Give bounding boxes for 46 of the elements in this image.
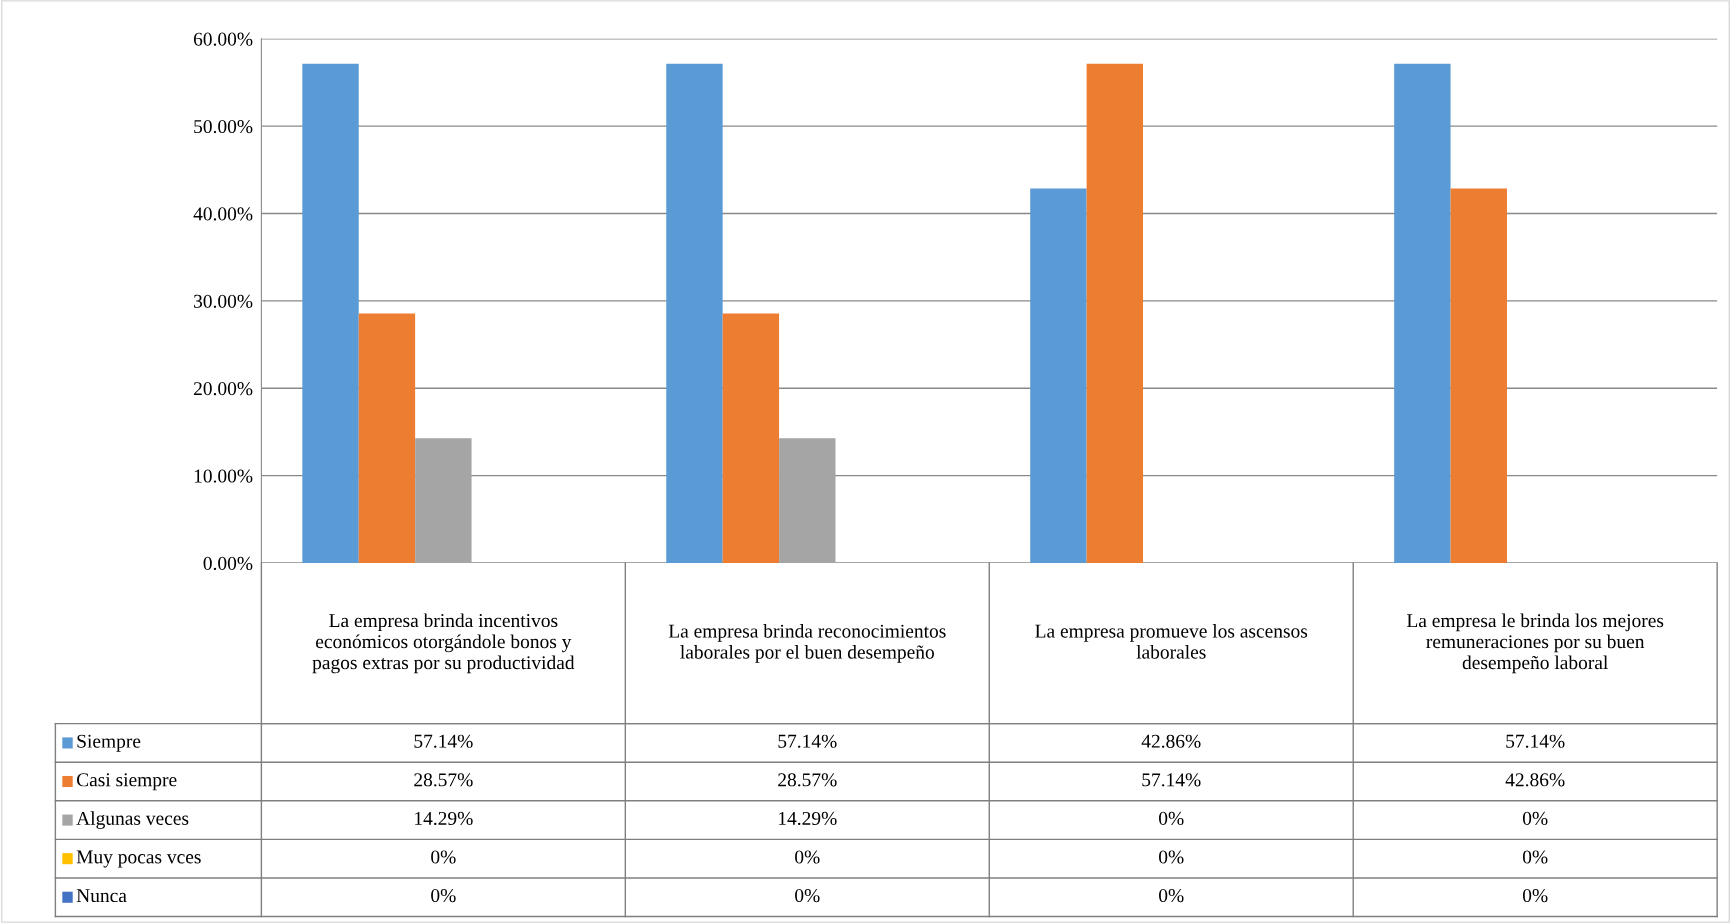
- bar: [1086, 63, 1144, 564]
- x-tick-label: La empresa promueve los ascensos laborales: [1035, 624, 1308, 659]
- legend-label: Algunas veces: [76, 811, 189, 829]
- data-label: 57.14%: [1506, 734, 1565, 748]
- data-label: 0%: [1159, 811, 1184, 826]
- data-label: 42.86%: [1505, 773, 1565, 787]
- bar: [1394, 63, 1451, 564]
- data-label: 14.29%: [415, 811, 473, 826]
- legend-label: Nunca: [76, 889, 127, 903]
- data-label: 0%: [795, 850, 820, 864]
- y-tick-label: 60.00%: [193, 32, 253, 46]
- bar: [666, 63, 723, 564]
- bar: [1030, 188, 1087, 564]
- y-tick-label: 30.00%: [194, 294, 253, 308]
- x-tick-label: La empresa brinda reconocimientos laborales por el buen desempeño: [668, 624, 946, 663]
- data-label: 42.86%: [1141, 734, 1201, 748]
- y-tick-label: 0.00%: [203, 556, 253, 571]
- y-tick-label: 20.00%: [193, 382, 253, 396]
- bar: [779, 438, 836, 564]
- y-tick-label: 10.00%: [194, 469, 253, 483]
- y-tick-label: 50.00%: [194, 119, 253, 134]
- data-label: 14.29%: [779, 811, 837, 826]
- legend-label: Muy pocas vces: [76, 850, 201, 868]
- bar: [1450, 188, 1507, 564]
- data-label: 57.14%: [414, 734, 473, 748]
- data-label: 0%: [1522, 888, 1548, 903]
- data-label: 0%: [795, 888, 820, 903]
- data-label: 0%: [1159, 850, 1184, 864]
- data-label: 0%: [1522, 850, 1548, 864]
- y-tick-label: 40.00%: [193, 207, 253, 221]
- bar: [415, 438, 472, 564]
- data-label: 28.57%: [778, 773, 837, 787]
- data-label: 0%: [1159, 888, 1184, 903]
- bar: [358, 313, 416, 564]
- legend-label: Casi siempre: [76, 773, 177, 791]
- data-label: 57.14%: [778, 734, 837, 748]
- data-label: 0%: [431, 850, 456, 864]
- x-tick-label: La empresa brinda incentivos económicos otorgándole bonos y pagos extras por su productividad: [312, 613, 575, 674]
- x-tick-label: La empresa le brinda los mejores remuneraciones por su buen desempeño laboral: [1406, 613, 1664, 674]
- bar: [722, 313, 780, 564]
- data-label: 0%: [1522, 811, 1548, 826]
- data-label: 57.14%: [1142, 773, 1201, 787]
- data-label: 28.57%: [414, 773, 473, 787]
- legend-label: Siempre: [77, 734, 141, 752]
- data-label: 0%: [431, 888, 456, 903]
- bar: [302, 63, 359, 564]
